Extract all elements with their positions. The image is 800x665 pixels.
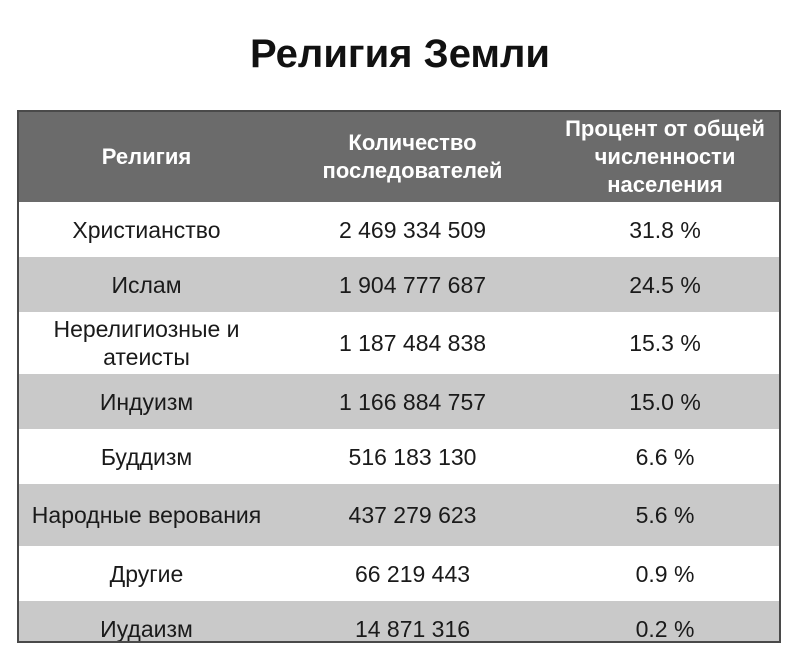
header-percent: Процент от общей численности населения [565,116,765,197]
cell-followers: 1 904 777 687 [338,271,487,298]
cell-religion: Ислам [111,271,182,298]
cell-percent: 0.9 % [635,560,695,587]
cell-religion: Другие [109,560,184,587]
table-row: Народные верования 437 279 623 5.6 % [19,484,779,546]
cell-followers: 1 166 884 757 [338,388,487,415]
cell-percent: 6.6 % [635,443,695,470]
cell-followers: 66 219 443 [354,560,471,587]
cell-percent: 15.0 % [629,388,701,415]
cell-followers: 2 469 334 509 [338,216,487,243]
header-followers: Количество последователей [322,130,503,183]
cell-religion: Христианство [72,216,221,243]
cell-religion: Иудаизм [100,615,193,642]
cell-religion: Нерелигиозные и атеисты [53,316,240,370]
cell-religion: Буддизм [100,443,193,470]
cell-followers: 1 187 484 838 [338,330,487,356]
cell-followers: 437 279 623 [348,502,477,528]
cell-percent: 15.3 % [629,330,701,356]
table-row: Ислам 1 904 777 687 24.5 % [19,257,779,312]
page-title: Религия Земли [250,32,550,76]
cell-percent: 24.5 % [629,271,701,298]
table-row: Другие 66 219 443 0.9 % [19,546,779,601]
cell-percent: 31.8 % [629,216,701,243]
table-body: Христианство 2 469 334 509 31.8 % Ислам … [19,202,779,642]
table-row: Индуизм 1 166 884 757 15.0 % [19,374,779,429]
table-header: Религия Количество последователей Процен… [19,112,779,202]
cell-religion: Индуизм [99,388,194,415]
header-religion: Религия [101,144,192,169]
table-row: Буддизм 516 183 130 6.6 % [19,429,779,484]
cell-followers: 14 871 316 [354,615,471,642]
cell-percent: 0.2 % [635,615,695,642]
table-row: Христианство 2 469 334 509 31.8 % [19,202,779,257]
cell-followers: 516 183 130 [348,443,477,470]
cell-percent: 5.6 % [635,502,695,528]
cell-religion: Народные верования [31,502,262,528]
table-row: Нерелигиозные и атеисты 1 187 484 838 15… [19,312,779,374]
religion-table-container: Религия Количество последователей Процен… [17,110,781,643]
religion-table: Религия Количество последователей Процен… [19,112,779,642]
header-row: Религия Количество последователей Процен… [19,112,779,202]
table-row: Иудаизм 14 871 316 0.2 % [19,601,779,642]
